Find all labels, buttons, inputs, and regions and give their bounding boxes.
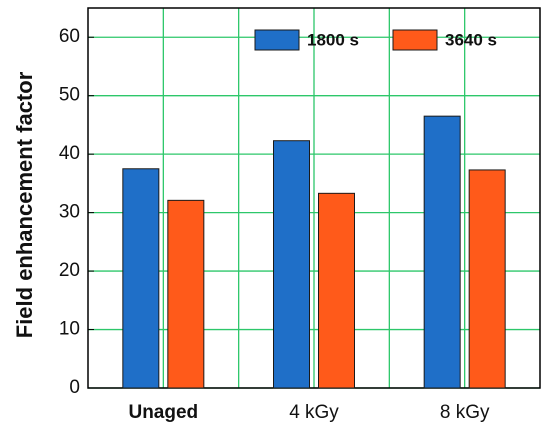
- y-tick-label: 20: [59, 260, 80, 281]
- y-tick-label: 0: [69, 377, 80, 398]
- bar: [318, 192, 355, 389]
- plot-frame: [87, 7, 541, 389]
- y-axis-label: Field enhancement factor: [12, 71, 37, 338]
- legend-label: 3640 s: [445, 30, 497, 49]
- y-tick-label: 30: [59, 202, 80, 223]
- y-tick-label: 50: [59, 85, 80, 106]
- y-tick-label: 10: [59, 319, 80, 340]
- bar: [122, 168, 160, 389]
- bar: [423, 115, 461, 389]
- bar: [468, 169, 506, 389]
- y-tick-label: 60: [59, 26, 80, 47]
- x-tick-label: Unaged: [128, 402, 198, 423]
- legend-swatch: [254, 29, 300, 51]
- legend-swatch: [392, 29, 438, 51]
- bar: [273, 140, 310, 389]
- x-tick-label: 8 kGy: [440, 402, 490, 423]
- x-tick-label: 4 kGy: [289, 402, 339, 423]
- bar: [167, 199, 205, 389]
- legend-label: 1800 s: [307, 30, 359, 49]
- y-tick-label: 40: [59, 143, 80, 164]
